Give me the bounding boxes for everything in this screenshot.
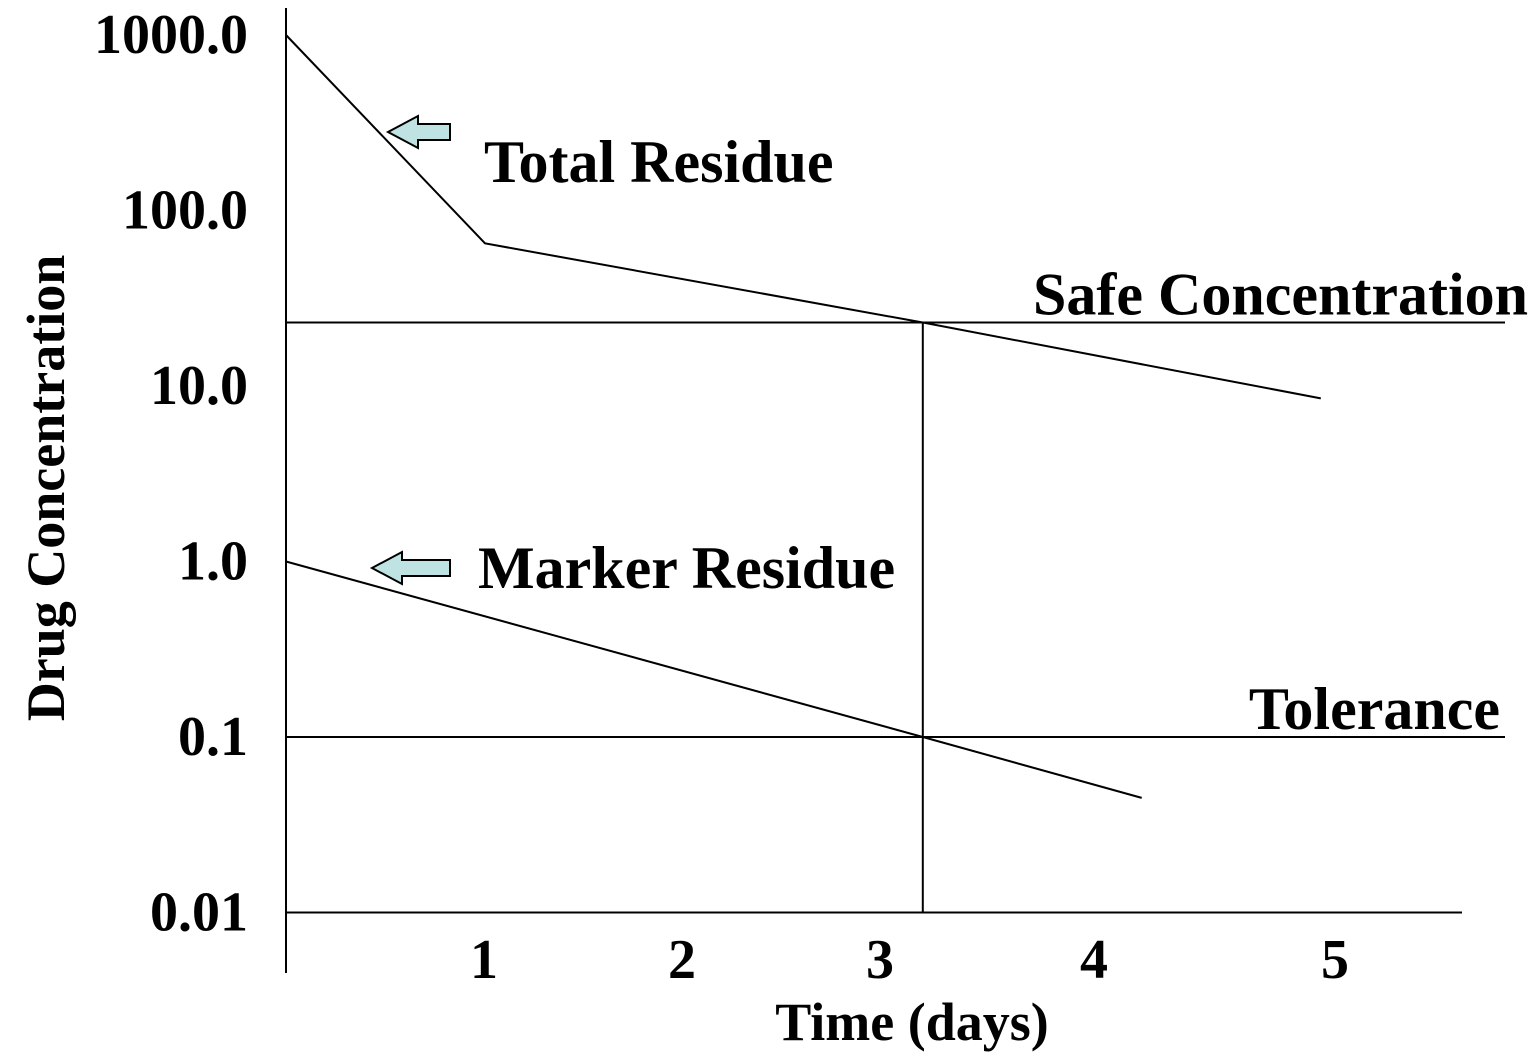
y-tick-labels: 1000.0 100.0 10.0 1.0 0.1 0.01 xyxy=(94,4,248,944)
y-tick-label: 1000.0 xyxy=(94,4,248,66)
x-tick-label: 3 xyxy=(866,929,894,991)
reference-lines: Safe Concentration Tolerance xyxy=(286,262,1528,913)
x-tick-label: 1 xyxy=(470,929,498,991)
x-axis-title: Time (days) xyxy=(775,992,1049,1052)
reference-label-tolerance: Tolerance xyxy=(1249,676,1500,742)
y-tick-label: 0.1 xyxy=(178,706,248,768)
marker-residue-arrow-icon xyxy=(369,550,451,586)
y-axis-title: Drug Concentration xyxy=(16,255,76,721)
y-tick-label: 1.0 xyxy=(178,531,248,593)
axes xyxy=(285,8,1462,973)
marker-residue-label: Marker Residue xyxy=(478,535,895,601)
total-residue-line xyxy=(285,34,1321,400)
x-tick-label: 4 xyxy=(1080,929,1108,991)
x-tick-labels: 1 2 3 4 5 xyxy=(470,929,1349,991)
x-tick-label: 2 xyxy=(668,929,696,991)
annotations: Total Residue Marker Residue xyxy=(369,114,895,601)
y-tick-label: 10.0 xyxy=(150,355,248,417)
y-tick-label: 100.0 xyxy=(122,180,248,242)
marker-residue-line xyxy=(285,560,1142,799)
total-residue-arrow-icon xyxy=(385,114,451,150)
reference-label-safe-concentration: Safe Concentration xyxy=(1033,262,1528,328)
total-residue-label: Total Residue xyxy=(484,129,834,195)
x-tick-label: 5 xyxy=(1321,929,1349,991)
series-lines xyxy=(285,34,1321,799)
y-tick-label: 0.01 xyxy=(150,882,248,944)
